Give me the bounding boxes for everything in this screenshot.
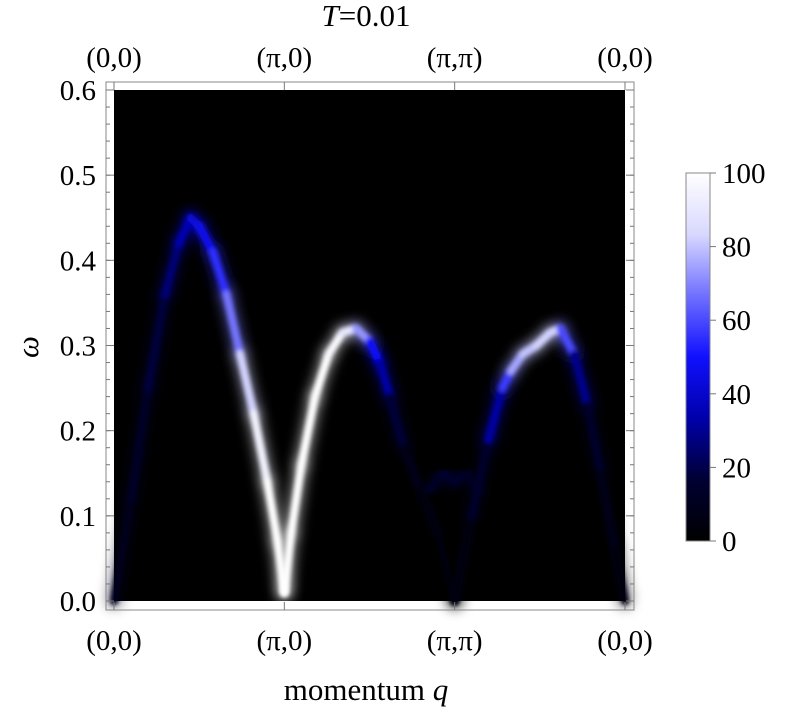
band-segment (110, 494, 136, 605)
band-segment (597, 469, 619, 554)
x-tick-label-top: (0,0) (86, 42, 142, 74)
colorbar-tick-label: 20 (722, 452, 751, 484)
x-tick-label-top: (π,π) (427, 42, 483, 74)
y-tick-label: 0.3 (60, 331, 96, 363)
y-tick-label: 0.6 (60, 75, 96, 107)
colorbar-tick-label: 100 (722, 158, 766, 190)
band-segment (208, 247, 231, 299)
axis-ticks (106, 82, 634, 610)
x-tick-label-top: (π,0) (256, 42, 312, 74)
x-axis-label: momentum q (284, 672, 448, 707)
band-segment (556, 324, 578, 359)
heatmap-bands (107, 210, 632, 608)
colorbar (686, 173, 710, 541)
x-tick-label-bottom: (π,π) (427, 625, 483, 657)
x-tick-label-top: (0,0) (597, 42, 653, 74)
band-3-core (450, 324, 629, 605)
colorbar-tick-label: 60 (722, 305, 751, 337)
band-segment (450, 511, 476, 605)
band-segment (287, 460, 306, 537)
band-segment (375, 358, 394, 401)
band-segment (583, 401, 606, 478)
colorbar-tick-label: 0 (722, 526, 737, 558)
x-tick-label-bottom: (0,0) (597, 625, 653, 657)
band-segment (310, 350, 333, 401)
y-tick-label: 0.0 (60, 586, 96, 618)
band-0 (107, 210, 292, 608)
band-3 (447, 321, 632, 608)
band-segment (297, 392, 319, 469)
band-segment (174, 213, 195, 248)
band-1 (277, 321, 462, 608)
y-tick-label: 0.4 (60, 245, 97, 277)
band-segment (324, 328, 347, 359)
band-segment (399, 443, 425, 495)
band-segment (484, 384, 507, 444)
band-segment (263, 477, 282, 546)
band-2 (422, 466, 486, 498)
band-segment (161, 239, 183, 299)
band-segment (249, 409, 272, 486)
band-segment (280, 528, 296, 597)
y-axis-label: ω (10, 336, 45, 358)
band-segment (467, 435, 493, 520)
x-tick-label-bottom: (0,0) (86, 625, 142, 657)
band-segment (236, 350, 258, 418)
band-segment (569, 350, 592, 410)
colorbar-frame (685, 172, 711, 542)
y-tick-label: 0.2 (60, 416, 96, 448)
chart-title: T=0.01 (322, 0, 411, 33)
y-tick-label: 0.5 (60, 160, 96, 192)
band-1-core (280, 324, 459, 605)
band-segment (144, 290, 170, 393)
band-segment (127, 384, 153, 503)
band-segment (195, 222, 217, 256)
tick-labels: 0.00.10.20.30.40.50.6(0,0)(0,0)(π,0)(π,0… (60, 42, 653, 657)
band-segment (222, 290, 245, 359)
colorbar-ticks: 0 20 40 60 80 100 (710, 158, 766, 558)
band-segment (416, 486, 442, 537)
colorbar-tick-label: 40 (722, 379, 751, 411)
colorbar-tick-label: 80 (722, 232, 751, 264)
y-tick-label: 0.1 (60, 501, 96, 533)
band-segment (610, 545, 629, 605)
x-tick-label-bottom: (π,0) (256, 625, 312, 657)
band-segment (385, 392, 408, 452)
